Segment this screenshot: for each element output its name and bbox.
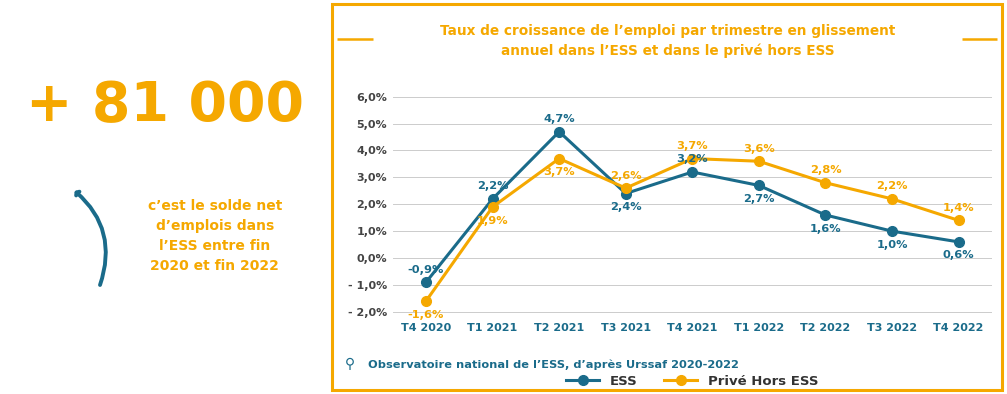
Text: -1,6%: -1,6% xyxy=(408,310,444,320)
Text: 2,8%: 2,8% xyxy=(810,165,841,175)
Text: -0,9%: -0,9% xyxy=(408,265,444,275)
Text: 1,9%: 1,9% xyxy=(476,216,509,225)
Text: ⚲: ⚲ xyxy=(344,357,354,372)
Text: 2,2%: 2,2% xyxy=(876,181,907,191)
Text: 1,6%: 1,6% xyxy=(810,224,841,234)
Text: + 81 000: + 81 000 xyxy=(26,79,304,134)
Text: 0,6%: 0,6% xyxy=(943,251,975,260)
Text: 4,7%: 4,7% xyxy=(544,114,575,124)
Text: 2,6%: 2,6% xyxy=(610,171,641,180)
Text: 1,4%: 1,4% xyxy=(943,203,975,213)
Text: 2,4%: 2,4% xyxy=(610,202,641,212)
Text: Observatoire national de l’ESS, d’après Urssaf 2020-2022: Observatoire national de l’ESS, d’après … xyxy=(368,359,738,370)
Text: Taux de croissance de l’emploi par trimestre en glissement
annuel dans l’ESS et : Taux de croissance de l’emploi par trime… xyxy=(440,24,895,58)
Text: c’est le solde net
d’emplois dans
l’ESS entre fin
2020 et fin 2022: c’est le solde net d’emplois dans l’ESS … xyxy=(147,199,282,273)
Text: 3,7%: 3,7% xyxy=(544,167,575,177)
Text: 3,2%: 3,2% xyxy=(677,154,708,164)
Text: 3,6%: 3,6% xyxy=(743,144,774,154)
Text: 2,2%: 2,2% xyxy=(477,181,509,191)
Legend: ESS, Privé Hors ESS: ESS, Privé Hors ESS xyxy=(561,369,824,393)
Text: 1,0%: 1,0% xyxy=(876,240,907,250)
Text: 2,7%: 2,7% xyxy=(743,194,774,204)
Text: 3,7%: 3,7% xyxy=(677,141,708,151)
